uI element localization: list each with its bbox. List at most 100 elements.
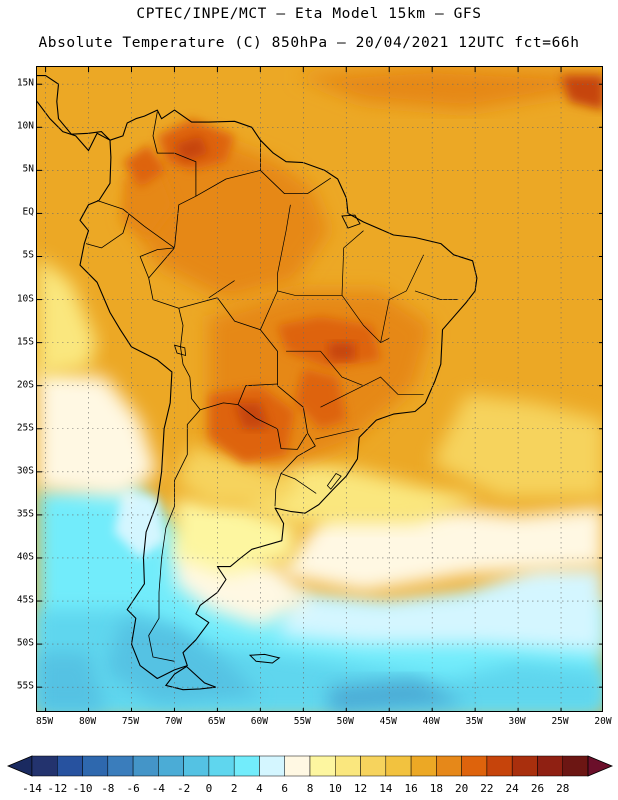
colorbar-under-arrow [6,755,33,777]
lat-label: 35S [16,508,34,520]
yellow-pacific-north [37,256,98,378]
colorbar-swatch [31,755,58,777]
lake-titicaca [173,344,187,357]
lat-label: 55S [16,680,34,692]
colorbar-swatch [107,755,134,777]
colorbar-tick-label: -8 [101,782,115,795]
border-paraguay [237,404,308,450]
colorbar-swatch [158,755,184,777]
border-guianas [259,140,332,194]
colorbar-tick-label: -2 [177,782,191,795]
cream-south-atl [277,506,602,593]
temperature-map [36,66,603,712]
lat-label: 45S [16,594,34,606]
pale-blue-andes [114,489,166,558]
map-subtitle: Absolute Temperature (C) 850hPa – 20/04/… [38,35,580,51]
lon-label: 20W [594,716,612,727]
colorbar-tick-label: -12 [47,782,68,795]
border-chile-argentina [148,409,201,662]
yellow-atlantic [432,394,602,498]
state-line-8 [315,428,360,440]
lat-label: 30S [16,465,34,477]
hot-parana [294,368,347,429]
lat-label: 5N [22,163,34,175]
temperature-field [37,67,602,711]
lat-label: 20S [16,379,34,391]
colorbar-swatch [82,755,109,777]
pale-blue-south-atl [277,566,602,653]
colorbar-swatch [486,755,513,777]
border-peru-ecuador [85,214,130,249]
lat-label: 50S [16,637,34,649]
cold-core-sw [37,652,106,711]
colorbar-swatch [360,755,387,777]
colorbar-tick-label: 20 [455,782,469,795]
lat-label: 10S [16,293,34,305]
colorbar-swatch [461,755,488,777]
hot-atlantic-ne [561,75,602,110]
colorbar-over-arrow [587,755,614,777]
hot-core-2 [329,342,355,360]
colorbar-swatch [385,755,412,777]
hot-core-3 [174,135,209,162]
lat-label: 15N [16,77,34,89]
border-bolivia-west [178,308,201,411]
colorbar-tick-label: -4 [151,782,165,795]
lat-label: 5S [22,249,34,261]
colorbar-tick-label: 12 [353,782,368,795]
border-brazil-west [148,170,317,494]
colorbar-swatch [562,755,589,777]
state-line-4 [380,254,424,343]
colorbar-swatch [208,755,235,777]
colorbar-tick-label: -10 [72,782,93,795]
orange-amazon [122,135,330,300]
colorbar-tick-label: 22 [480,782,494,795]
hot-colombia [122,144,166,188]
border-colombia-peru [96,200,175,249]
colorbar-swatch [537,755,563,777]
field-blobs [37,67,602,711]
lon-label: 60W [250,716,268,727]
lon-label: 55W [293,716,311,727]
cold-core-patagonia [105,618,261,705]
state-line-5 [320,350,424,395]
lat-label: EQ [22,206,34,218]
colorbar-swatch [183,755,210,777]
coastlines [37,75,478,691]
lon-label: 50W [336,716,354,727]
colorbar-tick-label: 24 [505,782,519,795]
map-title: CPTEC/INPE/MCT – Eta Model 15km – GFS [136,6,482,22]
lon-label: 35W [465,716,483,727]
lon-label: 25W [551,716,569,727]
lon-label: 30W [508,716,526,727]
lagoa-dos-patos [326,472,342,490]
lat-label: 25S [16,422,34,434]
colorbar-tick-label: -14 [22,782,42,795]
state-line-7 [320,385,364,408]
colorbar-swatch [410,755,437,777]
colorbar-tick-label: 28 [556,782,570,795]
lon-label: 70W [164,716,183,727]
state-line-2 [277,204,291,291]
colorbar-tick-label: 0 [205,782,213,795]
colorbar-swatch [335,755,361,777]
border-argentina-uruguay [274,473,282,507]
colorbar-tick-label: 14 [379,782,393,795]
colorbar-tick-label: 10 [328,782,342,795]
colorbar-swatch [57,755,83,777]
lat-label: 40S [16,551,34,563]
colorbar-swatch [233,755,260,777]
colorbar [6,755,614,777]
state-line-3 [341,230,364,296]
orange-caribbean [294,67,602,111]
lat-label: 10N [16,120,34,132]
state-line-10 [208,280,235,299]
border-colombia-venezuela [152,111,197,197]
colorbar-tick-label: -6 [126,782,140,795]
marajo-island [341,214,361,229]
colorbar-tick-label: 2 [230,782,238,795]
colorbar-tick-label: 6 [281,782,289,795]
lat-label: 15S [16,336,34,348]
south-america-coastline [79,109,478,680]
colorbar-tick-label: 18 [429,782,443,795]
